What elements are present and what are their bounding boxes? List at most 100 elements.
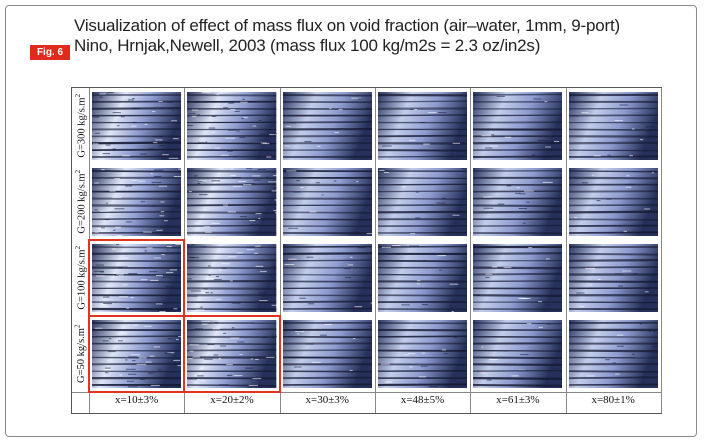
bubble-mark — [93, 270, 104, 272]
bubble-mark — [593, 155, 601, 157]
bubble-mark — [191, 290, 202, 292]
bubble-mark — [237, 341, 245, 343]
bubble-mark — [143, 231, 152, 233]
bubble-mark — [178, 336, 182, 338]
bubble-mark — [481, 135, 492, 137]
bubble-mark — [381, 246, 391, 248]
bubble-mark — [353, 306, 362, 308]
channel-wall — [282, 349, 372, 352]
flow-photo — [473, 92, 563, 160]
bubble-mark — [92, 116, 100, 118]
bubble-mark — [416, 283, 420, 285]
channel-wall — [282, 252, 372, 256]
bubble-mark — [639, 323, 642, 325]
bubble-mark — [520, 298, 528, 299]
bubble-mark — [215, 322, 219, 324]
bubble-mark — [299, 187, 304, 188]
bubble-mark — [480, 372, 486, 374]
bubble-mark — [252, 175, 261, 177]
bubble-mark — [197, 183, 201, 184]
bubble-mark — [99, 155, 103, 156]
bubble-mark — [171, 120, 178, 122]
bubble-mark — [259, 300, 268, 302]
bubble-mark — [192, 109, 199, 111]
bubble-mark — [125, 368, 136, 370]
bubble-mark — [126, 307, 130, 309]
row-label-text: G=200 kg/s.m2 — [73, 170, 88, 234]
bubble-mark — [216, 276, 220, 278]
bubble-mark — [156, 275, 163, 276]
bubble-mark — [623, 230, 627, 232]
bubble-mark — [128, 373, 137, 375]
bubble-mark — [127, 386, 138, 388]
bubble-mark — [164, 220, 168, 222]
bubble-mark — [156, 229, 163, 231]
bubble-mark — [246, 246, 255, 248]
row-label: G=100 kg/s.m2 — [72, 240, 89, 316]
bubble-mark — [177, 207, 182, 209]
row-label-superscript: 2 — [73, 170, 82, 174]
bubble-mark — [107, 351, 116, 353]
bubble-mark — [258, 205, 268, 207]
bubble-mark — [410, 109, 414, 110]
bubble-mark — [315, 182, 320, 184]
bubble-mark — [211, 116, 217, 117]
bubble-mark — [152, 111, 156, 113]
bubble-mark — [625, 183, 634, 185]
figure-badge: Fig. 6 — [30, 45, 70, 60]
bubble-mark — [273, 133, 277, 135]
bubble-mark — [273, 175, 277, 177]
bubble-mark — [187, 278, 193, 280]
bubble-mark — [178, 168, 182, 170]
flow-photo — [568, 244, 658, 312]
bubble-mark — [112, 148, 116, 150]
bubble-mark — [94, 327, 103, 329]
bubble-mark — [162, 154, 169, 156]
channel-wall — [92, 246, 182, 249]
bubble-mark — [516, 187, 520, 189]
bubble-mark — [262, 337, 267, 339]
figure-caption: Visualization of effect of mass flux on … — [74, 16, 684, 56]
bubble-mark — [211, 131, 216, 133]
bubble-mark — [247, 387, 254, 388]
bubble-mark — [422, 143, 430, 145]
bubble-mark — [526, 323, 532, 325]
bubble-mark — [644, 291, 649, 293]
bubble-mark — [166, 272, 174, 274]
bubble-mark — [441, 349, 446, 351]
channel-wall — [568, 218, 658, 221]
photo-background — [92, 92, 182, 160]
bubble-mark — [122, 257, 129, 259]
channel-wall — [187, 384, 277, 387]
bubble-mark — [188, 113, 196, 115]
bubble-mark — [366, 233, 372, 235]
bubble-mark — [309, 211, 316, 213]
bubble-mark — [195, 309, 205, 311]
bubble-mark — [92, 143, 99, 145]
bubble-mark — [205, 278, 216, 280]
bubble-mark — [323, 324, 332, 326]
bubble-mark — [187, 295, 198, 297]
bubble-mark — [94, 209, 98, 211]
bubble-mark — [188, 256, 195, 258]
bubble-mark — [316, 145, 321, 147]
grid-divider — [565, 88, 567, 413]
bubble-mark — [178, 129, 182, 131]
bubble-mark — [403, 354, 409, 356]
bubble-mark — [221, 263, 231, 265]
bubble-mark — [148, 148, 155, 150]
flow-photo — [282, 244, 372, 312]
photo-background — [473, 92, 563, 160]
photo-background — [282, 92, 372, 160]
bubble-mark — [205, 231, 212, 233]
bubble-mark — [104, 372, 109, 374]
bubble-mark — [164, 352, 171, 354]
bubble-mark — [146, 247, 153, 249]
bubble-mark — [284, 264, 294, 265]
bubble-mark — [102, 296, 110, 298]
bubble-mark — [604, 359, 610, 361]
channel-wall — [282, 383, 372, 386]
bubble-mark — [581, 182, 588, 184]
bubble-mark — [625, 175, 629, 177]
channel-wall — [187, 211, 277, 214]
